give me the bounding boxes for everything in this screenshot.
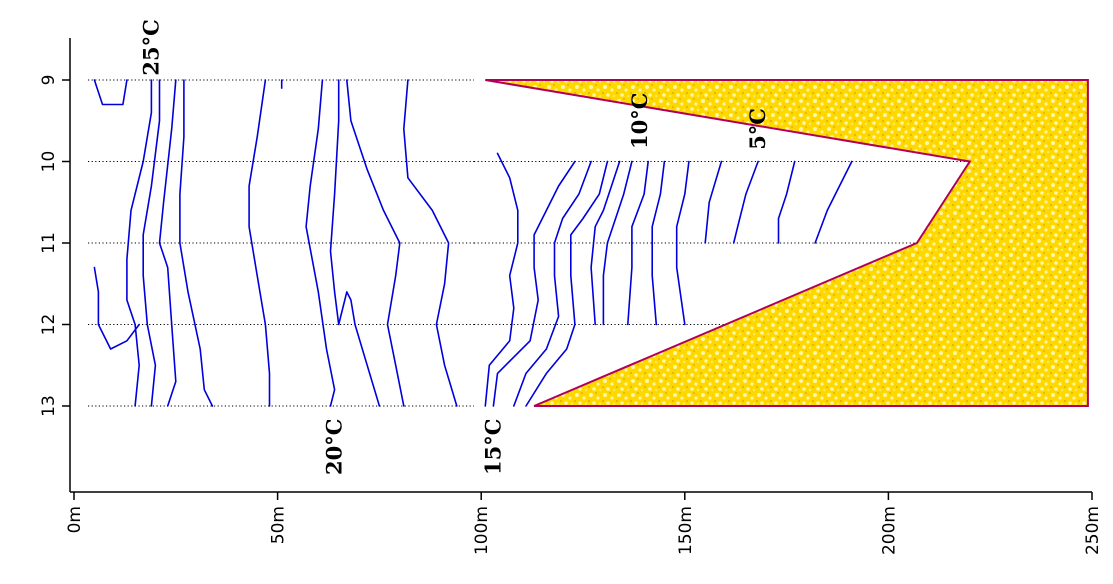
x-tick-label-100m: 100m [472,506,492,555]
x-tick-label-200m: 200m [879,506,899,555]
gridlines [88,79,975,407]
shaded-region [485,79,1089,407]
isotherm-line-18 [602,160,633,326]
isotherm-line-13 [484,152,519,407]
y-tick-label-11: 11 [39,232,59,254]
tick-layer: 9 10 11 12 13 0m 50m 100m 150m 200m 250m [39,75,1103,555]
isotherm-line-5 [158,79,177,407]
isotherm-line-24 [777,160,796,244]
isotherm-label-5: 5°C [745,108,770,150]
isotherm-line-17 [590,160,621,326]
y-tick-label-13: 13 [39,395,59,417]
isotherm-line-9 [305,79,336,407]
isotherm-line-10 [329,79,381,407]
isotherm-line-22 [704,160,723,244]
isotherm-line-16 [525,160,609,407]
isotherm-line-19 [627,160,649,326]
isotherm-line-6 [179,79,214,407]
isotherm-line-20 [651,160,666,326]
isotherm-line-25 [814,160,853,244]
isotherm-label-3: 15°C [480,419,505,475]
isotherm-line-23 [732,160,759,244]
isotherm-label-layer: 25°C 20°C 15°C 10°C 5°C [138,19,770,475]
isotherm-label-4: 10°C [627,93,652,149]
isotherm-line-21 [675,160,690,326]
shaded-region-layer [485,79,1089,407]
isotherm-line-4 [142,79,161,407]
isotherm-line-12 [403,79,458,407]
y-tick-label-10: 10 [39,151,59,173]
y-tick-label-9: 9 [39,75,59,86]
isotherm-series-layer [93,79,853,407]
isotherm-label-1: 25°C [138,19,163,75]
y-tick-label-12: 12 [39,314,59,336]
isotherm-line-11 [346,79,405,407]
axes [69,38,1092,493]
isotherm-line-14 [492,160,576,407]
x-tick-label-50m: 50m [269,506,289,544]
isotherm-line-3 [126,79,153,407]
isotherm-line-7 [248,79,271,407]
isotherm-label-2: 20°C [322,419,347,475]
isotherm-line-1 [93,79,128,106]
x-tick-label-150m: 150m [676,506,696,555]
isotherm-line-15 [513,160,592,407]
x-tick-label-0m: 0m [65,506,85,533]
x-tick-label-250m: 250m [1083,506,1103,555]
isotherm-line-2 [93,266,140,350]
